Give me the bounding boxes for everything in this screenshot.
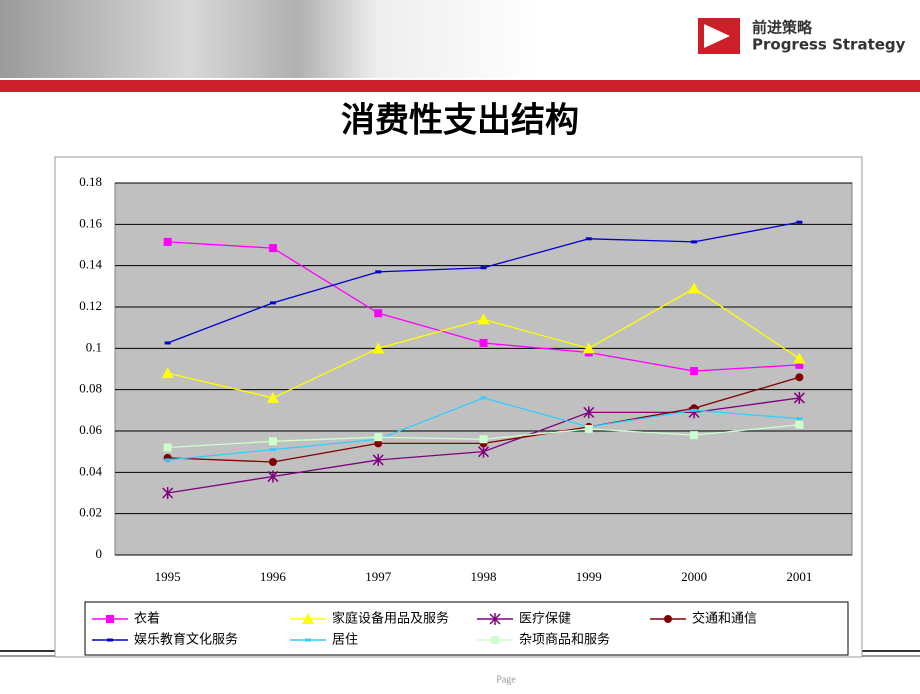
photo-strip: [0, 0, 540, 78]
data-point: [690, 367, 699, 376]
y-tick-label: 0.16: [79, 215, 102, 230]
data-point: [690, 431, 699, 440]
x-tick-label: 2001: [786, 569, 812, 584]
legend-label: 家庭设备用品及服务: [332, 611, 449, 627]
data-point: [266, 391, 279, 403]
legend: [84, 601, 849, 656]
legend-marker: [305, 638, 311, 642]
data-point: [163, 443, 172, 452]
y-tick-label: 0.18: [79, 174, 102, 189]
data-point: [795, 420, 804, 429]
data-point: [372, 453, 384, 466]
legend-marker: [106, 615, 114, 623]
data-point: [268, 458, 277, 466]
logo-en: Progress Strategy: [752, 36, 906, 54]
legend-marker: [491, 636, 499, 644]
plot-area: [114, 182, 853, 556]
data-point: [480, 396, 487, 400]
x-tick-label: 2000: [681, 569, 707, 584]
legend-label: 娱乐教育文化服务: [134, 632, 238, 648]
data-point: [164, 458, 171, 462]
data-point: [585, 237, 592, 241]
data-point: [796, 417, 803, 421]
data-point: [793, 391, 805, 404]
legend-marker: [489, 613, 501, 625]
data-point: [268, 244, 277, 253]
data-point: [477, 313, 490, 325]
x-tick-label: 1998: [471, 569, 497, 584]
data-point: [375, 270, 382, 274]
data-point: [161, 367, 174, 379]
x-tick-label: 1997: [365, 569, 392, 584]
data-point: [691, 408, 698, 412]
data-point: [374, 309, 383, 318]
y-tick-label: 0.04: [79, 463, 102, 478]
x-tick-label: 1999: [576, 569, 602, 584]
data-point: [372, 342, 385, 354]
data-point: [267, 470, 279, 483]
data-point: [583, 406, 595, 419]
data-point: [164, 341, 171, 345]
data-point: [688, 282, 701, 294]
legend-marker: [107, 638, 113, 642]
legend-label: 居住: [332, 633, 358, 648]
y-tick-label: 0.06: [79, 422, 102, 437]
footer: Page: [496, 674, 516, 685]
legend-label: 医疗保健: [519, 612, 571, 627]
data-point: [374, 433, 383, 442]
red-band: [0, 80, 920, 92]
y-tick-label: 0: [96, 546, 103, 561]
data-point: [795, 360, 804, 369]
logo: 前进策略 Progress Strategy: [698, 18, 906, 54]
x-tick-label: 1996: [260, 569, 287, 584]
logo-cn: 前进策略: [752, 19, 813, 37]
y-tick-label: 0.1: [86, 339, 102, 354]
chart-title: 消费性支出结构: [341, 101, 579, 141]
y-tick-label: 0.14: [79, 257, 102, 272]
data-point: [793, 352, 806, 364]
data-point: [268, 437, 277, 446]
data-point: [584, 424, 593, 433]
data-point: [477, 445, 490, 458]
data-point: [163, 237, 172, 246]
y-tick-label: 0.08: [79, 381, 102, 396]
data-point: [162, 487, 174, 499]
data-point: [582, 342, 595, 354]
data-point: [479, 338, 488, 347]
data-point: [374, 439, 383, 448]
data-point: [480, 266, 487, 270]
data-point: [795, 373, 804, 382]
data-point: [269, 448, 276, 452]
legend-label: 衣着: [134, 611, 160, 627]
data-point: [479, 435, 488, 444]
x-tick-label: 1995: [155, 569, 181, 584]
legend-label: 杂项商品和服务: [519, 632, 610, 648]
data-point: [691, 240, 698, 244]
data-point: [796, 220, 803, 224]
legend-marker: [664, 615, 672, 623]
y-tick-label: 0.02: [79, 505, 102, 520]
y-tick-label: 0.12: [79, 298, 102, 313]
legend-label: 交通和通信: [692, 611, 757, 627]
data-point: [269, 301, 276, 305]
legend-marker: [302, 613, 314, 624]
